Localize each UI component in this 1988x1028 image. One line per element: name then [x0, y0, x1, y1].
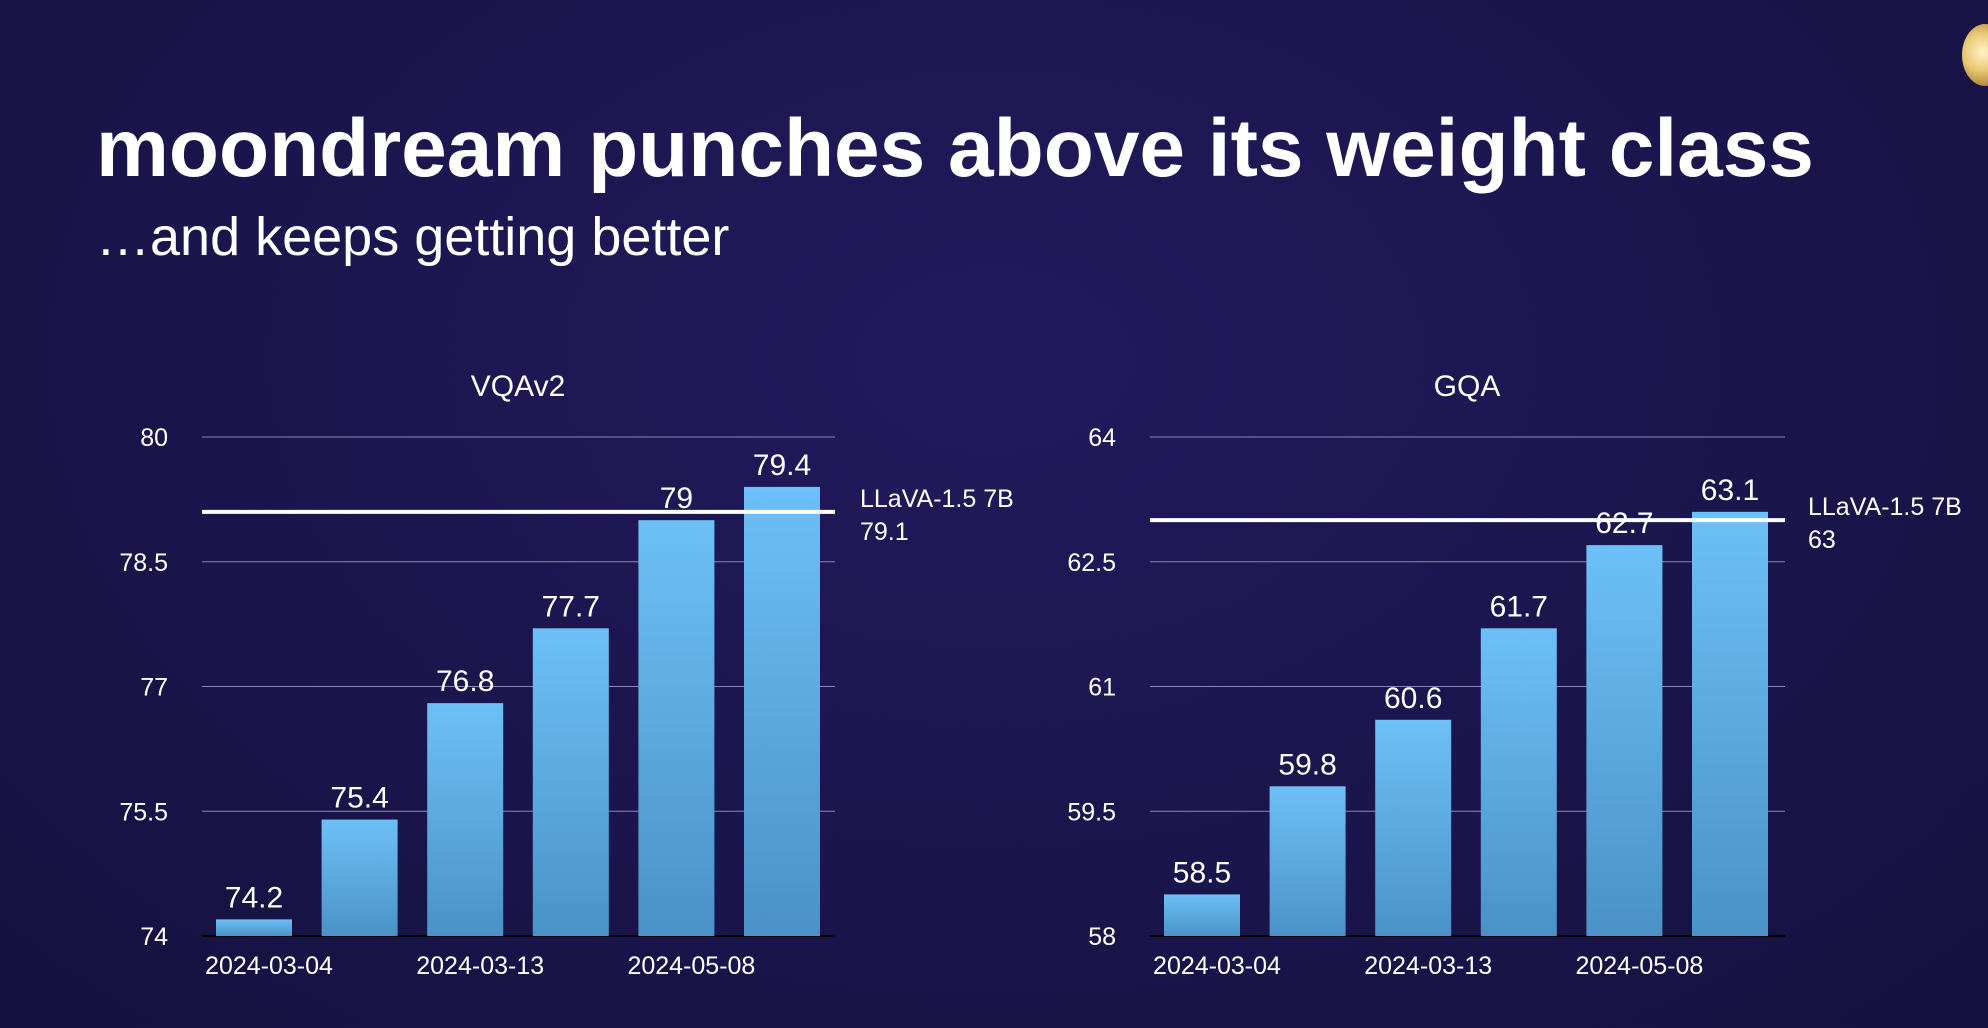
chart-gqa-ytick-label: 61 — [1088, 674, 1116, 702]
chart-vqav2-ytick-label: 75.5 — [119, 798, 168, 826]
chart-gqa-category-label: 2024-05-08 — [1575, 952, 1703, 980]
slide-title: moondream punches above its weight class — [96, 103, 1814, 194]
chart-vqav2-ytick-label: 78.5 — [119, 549, 168, 577]
chart-gqa-ytick-label: 62.5 — [1067, 549, 1116, 577]
chart-vqav2-bar-value-label: 79 — [660, 482, 693, 515]
chart-gqa-category-label: 2024-03-04 — [1153, 952, 1281, 980]
chart-vqav2-title: VQAv2 — [471, 370, 566, 403]
chart-gqa-bar-value-label: 59.8 — [1278, 748, 1336, 781]
chart-vqav2-bar — [532, 628, 609, 936]
chart-vqav2-bar-value-label: 77.7 — [542, 590, 600, 623]
chart-gqa-bar-value-label: 62.7 — [1595, 507, 1653, 540]
chart-gqa-bar-value-label: 63.1 — [1701, 474, 1759, 507]
chart-vqav2-bar — [321, 819, 398, 936]
chart-vqav2-bar — [427, 703, 504, 936]
chart-vqav2-category-label: 2024-03-13 — [416, 952, 544, 980]
chart-gqa-bar-value-label: 61.7 — [1490, 590, 1548, 623]
slide-subtitle: …and keeps getting better — [96, 207, 730, 267]
chart-gqa-bar — [1692, 511, 1768, 936]
chart-vqav2-bar — [216, 919, 292, 936]
chart-vqav2-bar — [638, 520, 715, 936]
chart-gqa-ytick-label: 59.5 — [1067, 798, 1116, 826]
chart-gqa-bar — [1586, 545, 1663, 936]
chart-vqav2-bar — [744, 486, 820, 936]
chart-gqa-bar-value-label: 60.6 — [1384, 682, 1442, 715]
chart-gqa-bar-value-label: 58.5 — [1173, 856, 1231, 889]
chart-gqa-category-label: 2024-03-13 — [1364, 952, 1492, 980]
chart-gqa-bar — [1480, 628, 1557, 936]
chart-gqa-reference-value: 63 — [1808, 526, 1836, 554]
chart-gqa-ytick-label: 58 — [1088, 923, 1116, 951]
chart-vqav2-ytick-label: 77 — [140, 674, 168, 702]
chart-vqav2-category-label: 2024-05-08 — [627, 952, 755, 980]
chart-vqav2-reference-value: 79.1 — [860, 518, 909, 546]
chart-vqav2-bar-value-label: 79.4 — [753, 449, 811, 482]
chart-gqa-bar — [1375, 719, 1452, 936]
chart-vqav2-bar-value-label: 75.4 — [330, 782, 388, 815]
chart-gqa-reference-name: LLaVA-1.5 7B — [1808, 493, 1962, 521]
chart-gqa-title: GQA — [1434, 370, 1501, 403]
chart-vqav2-category-label: 2024-03-04 — [205, 952, 333, 980]
chart-vqav2-bar-value-label: 74.2 — [225, 881, 283, 914]
chart-vqav2-ytick-label: 80 — [140, 424, 168, 452]
chart-gqa-ytick-label: 64 — [1088, 424, 1116, 452]
chart-vqav2-reference-name: LLaVA-1.5 7B — [860, 485, 1014, 513]
chart-gqa-bar — [1269, 786, 1346, 936]
chart-gqa-bar — [1164, 894, 1240, 936]
chart-vqav2-bar-value-label: 76.8 — [436, 665, 494, 698]
chart-vqav2-ytick-label: 74 — [140, 923, 168, 951]
